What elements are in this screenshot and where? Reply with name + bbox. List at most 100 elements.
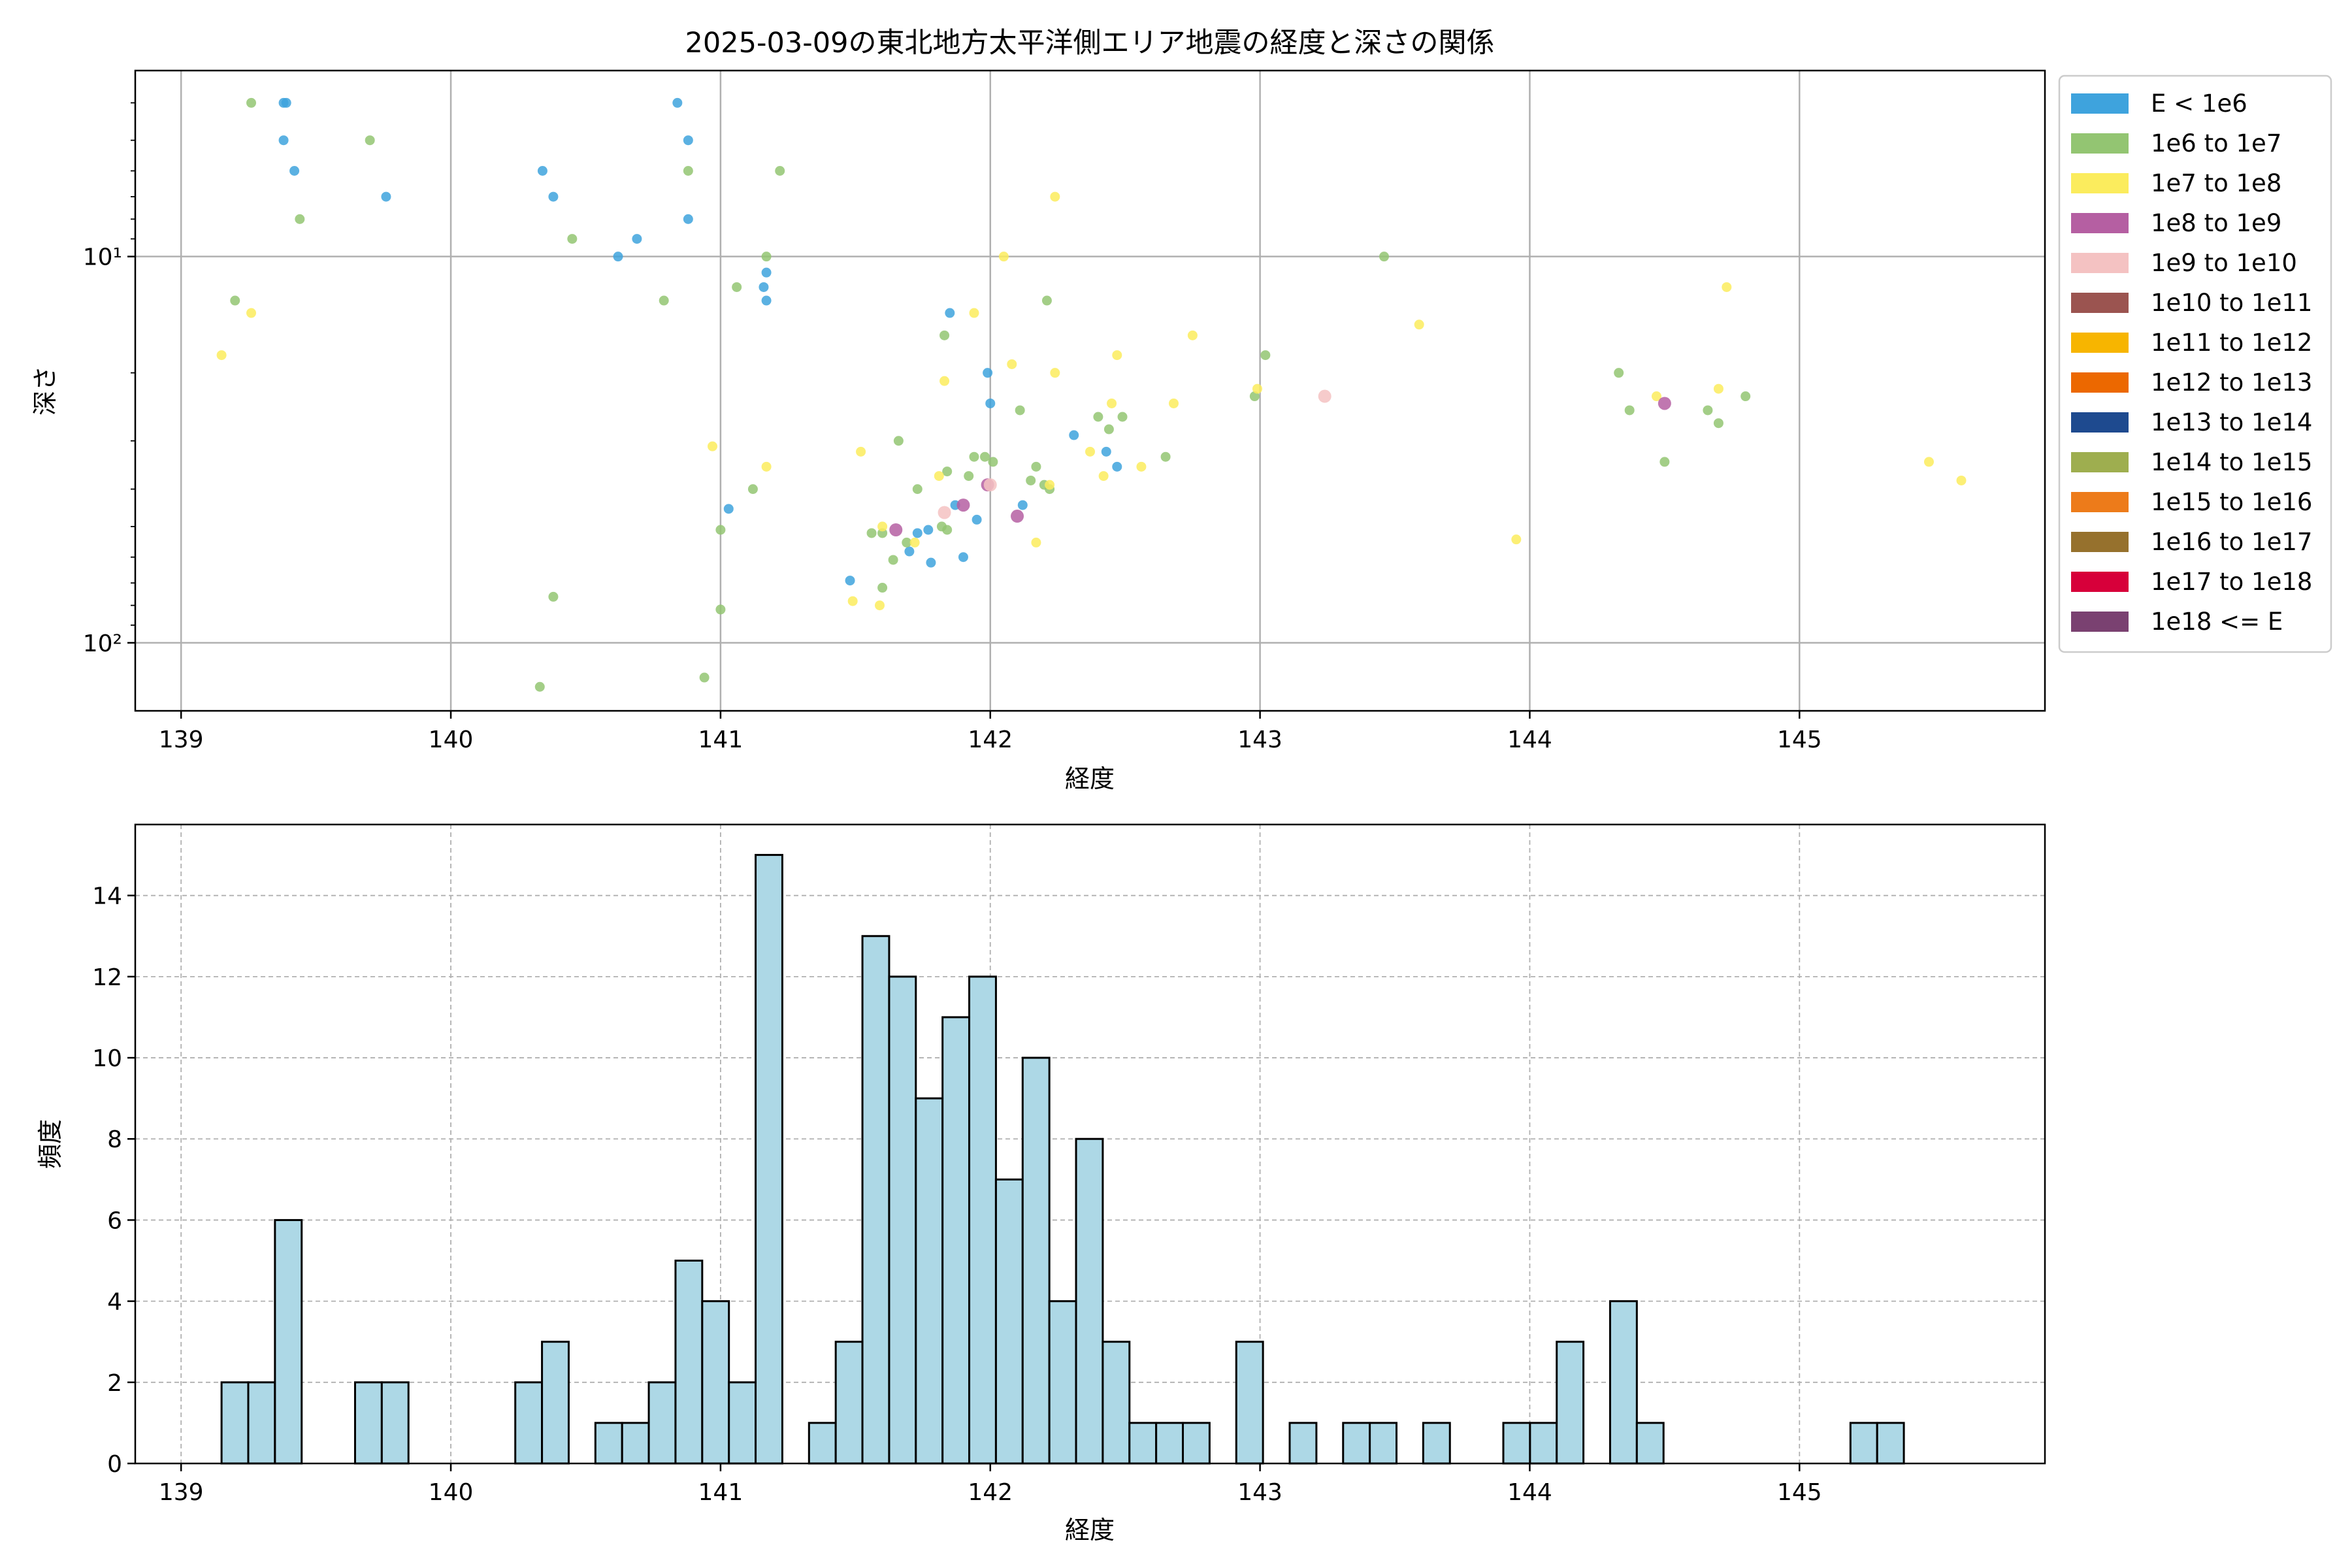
x-tick-label: 139 — [159, 727, 204, 753]
data-point — [893, 436, 904, 446]
data-point — [923, 525, 934, 535]
data-point — [1956, 475, 1967, 485]
histogram-bar — [968, 975, 997, 1465]
data-point — [1041, 295, 1052, 306]
y-tick-label: 10 — [92, 1045, 122, 1072]
data-point — [1117, 412, 1128, 422]
histogram-bar — [594, 1422, 623, 1465]
data-point — [1103, 424, 1114, 434]
histogram-bar — [541, 1341, 570, 1465]
histogram-bar — [274, 1218, 303, 1465]
legend-swatch — [2071, 532, 2129, 552]
data-point — [1107, 398, 1117, 408]
histogram-bar — [1529, 1422, 1558, 1465]
histogram-bar — [1102, 1341, 1131, 1465]
histogram-bar — [701, 1300, 730, 1465]
legend-label: 1e8 to 1e9 — [2151, 209, 2281, 237]
legend-swatch — [2071, 412, 2129, 433]
histogram-bar — [1155, 1422, 1184, 1465]
histogram-bar — [1609, 1300, 1638, 1465]
data-point — [289, 166, 300, 176]
data-point — [888, 555, 898, 565]
data-point — [747, 484, 758, 495]
data-point — [1249, 391, 1260, 402]
histogram-bar — [1021, 1056, 1051, 1465]
legend-box — [2058, 74, 2332, 653]
data-point — [1722, 282, 1732, 292]
x-tick-label: 141 — [698, 727, 743, 753]
scatter-y-axis-label: 深さ — [31, 366, 59, 416]
histogram-bar — [247, 1381, 276, 1465]
x-tick-label: 143 — [1237, 1479, 1282, 1506]
data-point — [567, 234, 578, 244]
data-point — [979, 451, 990, 462]
data-point — [278, 135, 289, 146]
data-point — [983, 368, 993, 378]
data-point — [715, 604, 726, 615]
data-point — [1069, 430, 1079, 440]
data-point — [1007, 359, 1017, 369]
data-point — [365, 135, 375, 146]
data-point — [942, 466, 953, 477]
legend-swatch — [2071, 93, 2129, 114]
data-point — [1026, 475, 1036, 485]
histogram-x-ticks: 139 140 141 142 143 144 145 — [159, 1463, 1822, 1506]
data-point — [548, 191, 559, 202]
data-point — [1136, 461, 1147, 472]
legend-label: 1e17 to 1e18 — [2151, 568, 2312, 596]
data-point — [534, 681, 545, 692]
histogram-bar — [1075, 1137, 1104, 1465]
y-tick-label: 0 — [107, 1451, 122, 1478]
x-tick-label: 142 — [968, 727, 1013, 753]
histogram-panel: 139 140 141 142 143 144 145 0 2 4 6 8 10 12 14 経度 頻度 — [36, 823, 2046, 1544]
data-point — [775, 166, 785, 176]
histogram-bar — [1849, 1422, 1878, 1465]
x-tick-label: 140 — [429, 727, 474, 753]
legend-label: 1e12 to 1e13 — [2151, 368, 2312, 397]
legend-swatch — [2071, 333, 2129, 353]
data-point — [983, 478, 997, 492]
data-point — [1085, 446, 1095, 457]
data-point — [683, 166, 693, 176]
y-tick-label: 10¹ — [83, 244, 122, 271]
data-point — [1511, 534, 1522, 545]
data-point — [1923, 457, 1934, 467]
legend-swatch — [2071, 133, 2129, 154]
histogram-bar — [1235, 1341, 1264, 1465]
data-point — [964, 471, 974, 482]
data-point — [683, 214, 693, 224]
data-point — [1160, 451, 1171, 462]
data-point — [956, 498, 970, 512]
legend-label: 1e6 to 1e7 — [2151, 129, 2281, 157]
histogram-bar — [514, 1381, 544, 1465]
histogram-bar — [728, 1381, 757, 1465]
scatter-panel: 2025-03-09の東北地方太平洋側エリア地震の経度と深さの関係 139 140… — [31, 27, 2332, 793]
data-point — [672, 97, 683, 108]
histogram-bar — [941, 1016, 971, 1465]
x-tick-label: 145 — [1777, 1479, 1822, 1506]
data-point — [1112, 350, 1122, 361]
data-point — [1740, 391, 1751, 402]
histogram-bar — [994, 1178, 1024, 1465]
histogram-grid — [135, 825, 2045, 1464]
data-point — [874, 600, 885, 611]
legend: E < 1e6 1e6 to 1e7 1e7 to 1e8 1e8 to 1e9 1e9… — [2058, 74, 2332, 653]
x-tick-label: 142 — [968, 1479, 1013, 1506]
y-tick-label: 14 — [92, 883, 122, 910]
y-tick-label: 12 — [92, 964, 122, 991]
data-point — [889, 523, 903, 536]
data-point — [1098, 471, 1109, 482]
data-point — [939, 376, 950, 386]
data-point — [845, 576, 855, 586]
data-point — [537, 166, 547, 176]
legend-label: 1e13 to 1e14 — [2151, 408, 2312, 436]
x-tick-label: 144 — [1507, 727, 1552, 753]
data-point — [909, 537, 920, 547]
data-point — [1011, 510, 1024, 523]
data-point — [945, 308, 955, 318]
histogram-bar — [1502, 1422, 1531, 1465]
legend-label: 1e14 to 1e15 — [2151, 448, 2312, 476]
data-point — [1045, 480, 1055, 490]
data-point — [904, 546, 915, 557]
